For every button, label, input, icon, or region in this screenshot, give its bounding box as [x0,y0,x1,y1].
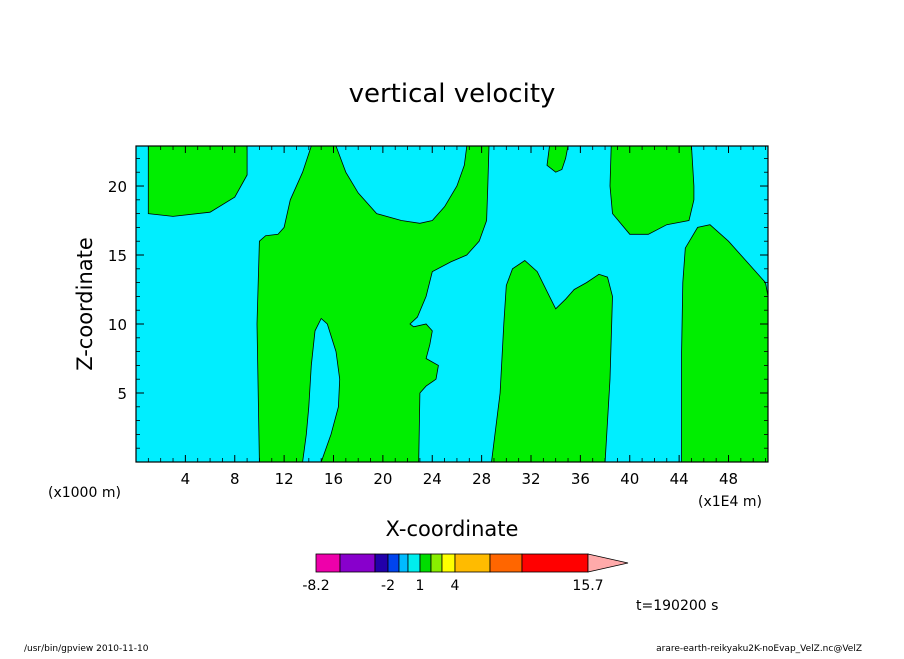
colorbar-swatch [374,553,389,573]
colorbar-label: -2 [381,578,395,594]
x-tick-label: 8 [230,470,240,488]
x-tick-label: 16 [324,470,343,488]
x-tick-label: 24 [423,470,442,488]
positive-region-2 [491,259,613,463]
colorbar-swatch [339,553,376,573]
colorbar-swatch [419,553,432,573]
colorbar: -8.2 -2 1 4 15.7 [302,553,629,594]
y-axis: 5 10 15 20 [108,158,768,449]
colorbar-swatch [398,553,409,573]
colorbar-swatch [521,553,589,573]
colorbar-swatch [441,553,456,573]
x-tick-label: 48 [719,470,738,488]
colorbar-swatch [407,553,421,573]
y-tick-label: 15 [108,247,127,265]
x-axis-label: X-coordinate [386,517,519,541]
y-tick-label: 20 [108,178,127,196]
colorbar-swatch [430,553,443,573]
y-axis-label: Z-coordinate [73,237,97,371]
chart-title: vertical velocity [349,79,556,109]
plot-frame [135,145,769,463]
footer-right: arare-earth-reikyaku2K-noEvap_VelZ.nc@Ve… [656,644,862,654]
colorbar-label: 4 [451,578,460,594]
colorbar-swatch [387,553,400,573]
y-tick-label: 5 [117,385,127,403]
x-tick-label: 44 [670,470,689,488]
colorbar-swatch [489,553,523,573]
time-label: t=190200 s [636,598,718,614]
colorbar-swatch [454,553,491,573]
colorbar-label: 15.7 [572,578,603,594]
x-tick-label: 20 [373,470,392,488]
x-tick-label: 40 [620,470,639,488]
x-tick-label: 12 [275,470,294,488]
positive-region-4 [609,145,695,235]
colorbar-swatch [315,553,341,573]
colorbar-label: -8.2 [302,578,329,594]
x-unit-label: (x1E4 m) [698,494,762,510]
x-tick-label: 32 [521,470,540,488]
y-tick-label: 10 [108,316,127,334]
positive-region-0 [147,145,248,217]
x-tick-label: 4 [181,470,191,488]
x-axis: 4 8 12 16 20 24 28 32 36 40 44 48 [147,146,766,488]
colorbar-extend-arrow [587,553,629,573]
x-tick-label: 36 [571,470,590,488]
positive-regions [147,145,769,463]
footer-left: /usr/bin/gpview 2010-11-10 [24,644,149,654]
x-tick-label: 28 [472,470,491,488]
colorbar-label: 1 [416,578,425,594]
y-unit-label: (x1000 m) [48,485,121,501]
